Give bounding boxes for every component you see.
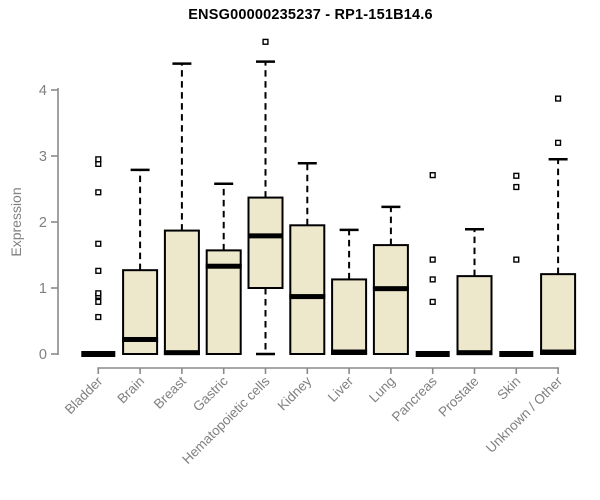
outlier-point [429,276,436,283]
box-iqr [540,273,577,356]
median-line [331,349,368,355]
box-iqr [247,196,284,289]
x-axis-tick-label: Liver [325,373,357,405]
y-axis-tick-label: 0 [39,347,47,363]
y-axis-tick-label: 3 [39,149,47,165]
outlier-point [95,298,102,305]
chart-title: ENSG00000235237 - RP1-151B14.6 [188,7,433,23]
outlier-point [429,298,436,305]
x-axis-tick-label: Skin [494,374,523,403]
outlier-point [95,290,102,297]
median-line [163,350,200,356]
x-axis-tick-label: Bladder [62,373,106,417]
x-axis-tick-label: Unknown / Other [483,373,566,456]
outlier-point [262,38,269,45]
outlier-point [513,183,520,191]
box-iqr [456,275,493,355]
median-line [540,349,577,355]
x-axis-tick-label: Prostate [435,374,481,420]
median-line [81,351,116,357]
box-iqr [289,224,326,355]
x-axis-tick-label: Pancreas [389,373,440,424]
median-line [415,351,450,357]
median-line [499,351,534,357]
y-axis-label: Expression [8,187,24,257]
outlier-point [513,256,520,263]
outlier-point [95,240,102,247]
outlier-point [429,172,436,179]
median-line [372,286,409,292]
outlier-point [513,172,520,179]
box-iqr [331,278,368,356]
y-axis-tick-label: 2 [39,215,47,231]
outlier-point [555,139,562,146]
x-axis-tick-label: Brain [114,374,147,407]
x-axis-tick-label: Breast [151,373,189,411]
x-axis-tick-label: Lung [366,374,398,406]
outlier-point [95,189,102,196]
median-line [289,294,326,300]
x-axis-tick-label: Kidney [275,373,315,413]
y-axis-tick-label: 4 [39,83,47,99]
median-line [247,233,284,239]
outlier-point [555,95,562,102]
median-line [205,263,242,269]
outlier-point [95,267,102,274]
box-iqr [372,244,409,356]
box-iqr [163,229,200,355]
outlier-point [429,256,436,263]
outlier-point [95,313,102,321]
outlier-point [95,156,102,163]
median-line [456,350,493,356]
median-line [122,336,159,342]
y-axis-tick-label: 1 [39,281,47,297]
x-axis-tick-label: Gastric [190,373,231,414]
